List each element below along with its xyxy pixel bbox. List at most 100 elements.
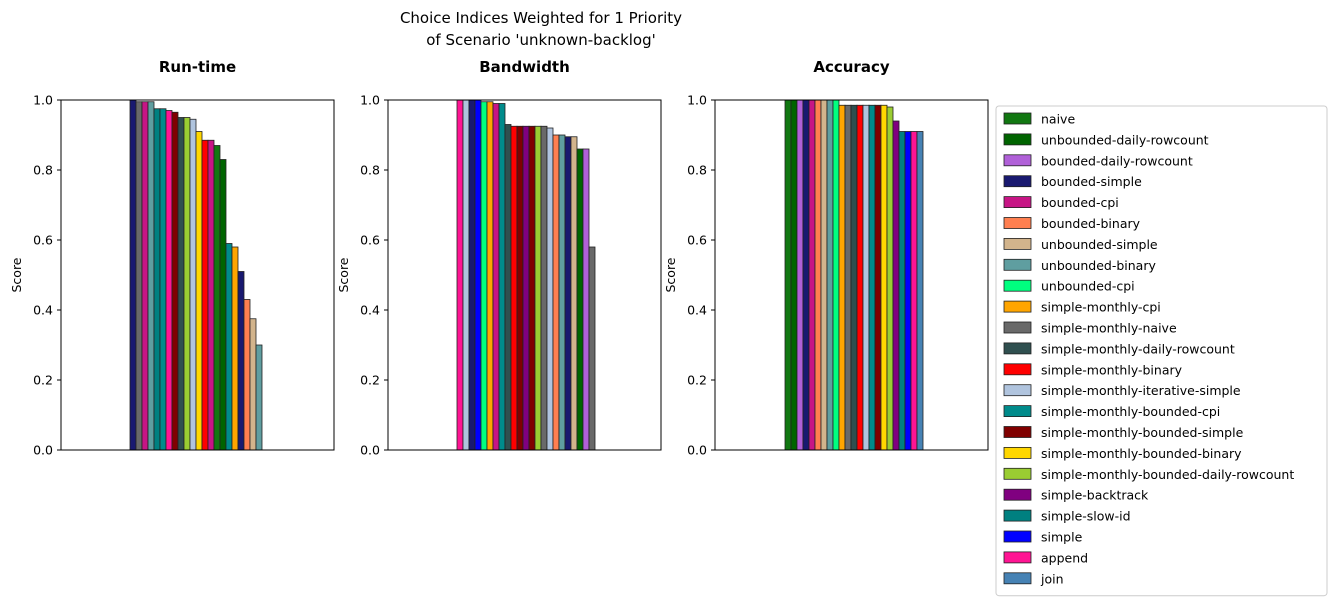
bar-bounded-simple [564,136,572,451]
legend-swatch [1003,530,1032,543]
legend-label: bounded-daily-rowcount [1041,153,1193,168]
panel-title: Accuracy [813,58,889,76]
bar-simple-monthly-bounded-cpi [868,104,876,451]
legend-label: naive [1041,112,1075,127]
legend-label: bounded-simple [1041,174,1142,189]
panel-title: Run-time [159,58,236,76]
legend-swatch [1003,154,1032,167]
bar-simple-monthly-bounded-daily-rowcount [534,125,542,451]
chart-panels: Run-time 0.0 0.2 0.4 0.6 0.8 1.0 Score Bandwidth… [9,58,989,458]
bar-simple-monthly-daily-rowcount [177,117,185,451]
legend-swatch [1003,363,1032,376]
bar-unbounded-daily-rowcount [790,99,798,451]
legend-label: simple-monthly-bounded-simple [1041,425,1244,440]
legend-swatch [1003,217,1032,229]
bar-append [165,110,173,451]
bar-simple-monthly-bounded-cpi [159,108,167,451]
legend-label: simple-slow-id [1041,509,1131,524]
y-tick-label: 0.6 [33,233,53,248]
bar-simple-monthly-cpi [838,104,846,451]
legend-swatch [1003,237,1032,250]
bar-simple-monthly-cpi [231,246,239,451]
panel-title: Bandwidth [479,58,570,76]
legend-swatch [1003,405,1032,418]
legend-swatch [1003,551,1032,564]
legend-label: unbounded-daily-rowcount [1041,132,1209,147]
legend-swatch [1003,509,1032,522]
bar-simple-monthly-bounded-daily-rowcount [886,106,894,451]
bar-simple [474,99,482,451]
legend-label: bounded-binary [1041,216,1141,231]
bar-unbounded-binary [558,134,566,451]
bar-simple-monthly-iterative-simple [862,104,870,451]
bar-bounded-simple [468,99,476,451]
y-tick-label: 0.4 [360,303,380,318]
bar-unbounded-cpi [832,99,840,451]
bar-simple-monthly-naive [540,125,548,451]
bar-simple-monthly-binary [510,125,518,451]
y-tick-label: 0.2 [33,373,53,388]
bar-bounded-cpi [141,101,149,451]
legend-swatch [1003,426,1032,438]
bar-unbounded-cpi [480,101,488,451]
bar-bounded-simple [129,99,137,451]
y-axis-label: Score [9,257,24,292]
y-tick-label: 0.2 [687,373,707,388]
legend: naive unbounded-daily-rowcount bounded-dai… [995,105,1328,597]
bar-simple-monthly-naive [844,104,852,451]
bar-unbounded-binary [826,99,834,451]
legend-swatch [1003,572,1032,585]
legend-swatch [1003,300,1032,313]
bar-simple-backtrack [522,125,530,451]
bar-naive [784,99,792,451]
legend-swatch [1003,488,1032,501]
legend-swatch [1003,175,1032,188]
legend-label: unbounded-cpi [1041,279,1135,294]
legend-swatch [1003,467,1032,480]
bar-simple-monthly-iterative-simple [546,127,554,451]
bar-append [910,131,918,451]
bar-unbounded-daily-rowcount [576,148,584,451]
bar-bounded-cpi [492,103,500,451]
bar-simple-monthly-daily-rowcount [504,124,512,451]
y-tick-label: 0.8 [687,163,707,178]
bar-simple-monthly-bounded-simple [171,111,179,451]
chart-panel-3: Accuracy 0.0 0.2 0.4 0.6 0.8 1.0 Score [663,58,989,458]
bar-simple-monthly-bounded-simple [874,104,882,451]
legend-label: simple [1041,530,1083,545]
legend-swatch [1003,112,1032,125]
bar-naive [213,145,221,451]
bar-simple [904,131,912,451]
y-tick-label: 0.0 [360,443,380,458]
bar-simple-monthly-cpi [486,101,494,451]
y-tick-label: 0.4 [687,303,707,318]
bar-simple-monthly-bounded-daily-rowcount [183,117,191,451]
bar-append [456,99,464,451]
legend-swatch [1003,279,1032,292]
legend-swatch [1003,133,1032,146]
bar-join [916,131,924,451]
bar-unbounded-simple [820,99,828,451]
legend-label: simple-monthly-naive [1041,321,1177,336]
bar-bounded-cpi [808,99,816,451]
bar-bounded-daily-rowcount [796,99,804,451]
bar-unbounded-binary [255,344,263,451]
legend-label: unbounded-binary [1041,258,1156,273]
legend-label: bounded-cpi [1041,195,1119,210]
bar-simple-monthly-bounded-binary [880,104,888,451]
bar-bounded-simple [237,271,245,451]
y-tick-label: 0.4 [33,303,53,318]
bar-simple-monthly-naive [588,246,596,451]
axes-frame [387,99,662,451]
y-axis-label: Score [336,257,351,292]
legend-label: append [1041,550,1088,565]
legend-frame [995,105,1328,597]
y-tick-label: 1.0 [687,93,707,108]
legend-label: simple-monthly-bounded-daily-rowcount [1041,467,1294,482]
bar-simple-monthly-bounded-cpi [225,243,233,451]
legend-label: simple-monthly-cpi [1041,300,1161,315]
legend-swatch [1003,258,1032,271]
bar-simple-backtrack [892,120,900,451]
